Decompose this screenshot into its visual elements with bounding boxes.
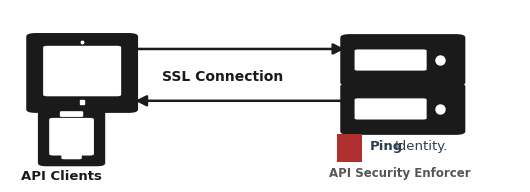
FancyBboxPatch shape	[340, 83, 465, 135]
FancyBboxPatch shape	[38, 103, 105, 166]
FancyBboxPatch shape	[26, 33, 138, 113]
Text: API Security Enforcer: API Security Enforcer	[329, 166, 471, 180]
FancyBboxPatch shape	[340, 34, 465, 86]
FancyBboxPatch shape	[43, 46, 121, 96]
Text: SSL Connection: SSL Connection	[162, 70, 283, 84]
Text: API Clients: API Clients	[21, 170, 101, 183]
Bar	[337, 134, 362, 162]
FancyBboxPatch shape	[60, 111, 83, 117]
FancyBboxPatch shape	[355, 98, 427, 120]
Text: Identity.: Identity.	[395, 140, 448, 153]
FancyBboxPatch shape	[49, 118, 94, 156]
FancyBboxPatch shape	[355, 49, 427, 71]
Text: Ping: Ping	[370, 140, 403, 153]
FancyBboxPatch shape	[61, 152, 82, 159]
